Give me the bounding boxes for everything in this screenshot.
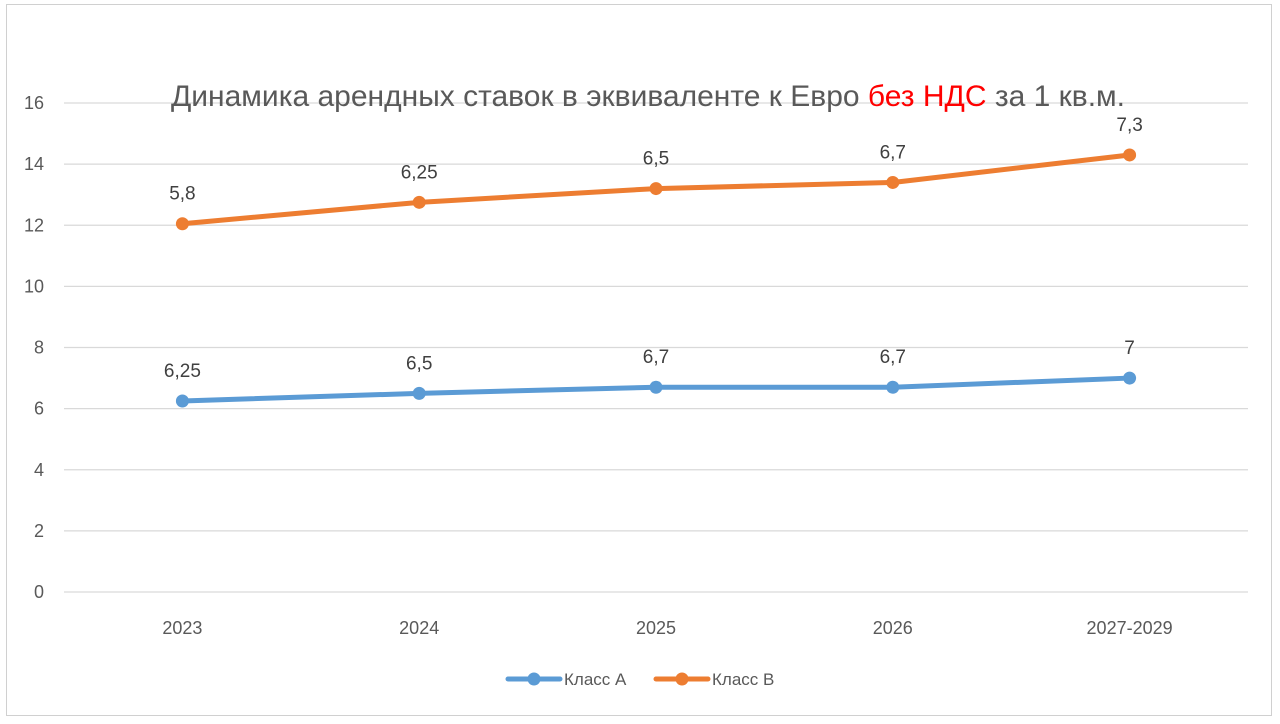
- data-label: 6,7: [880, 347, 906, 368]
- data-point: [886, 175, 900, 189]
- title-segment: без НДС: [868, 80, 987, 113]
- data-label: 7,3: [1116, 115, 1142, 136]
- chart-title: Динамика арендных ставок в эквиваленте к…: [171, 80, 1125, 113]
- data-point: [175, 217, 189, 231]
- y-tick-label: 12: [24, 215, 44, 235]
- y-tick-label: 4: [34, 460, 44, 480]
- legend-label: Класс В: [712, 670, 774, 689]
- legend-swatch-marker: [527, 672, 541, 686]
- x-tick-label: 2026: [873, 618, 913, 638]
- y-tick-label: 14: [24, 154, 44, 174]
- data-label: 5,8: [169, 184, 195, 205]
- y-tick-label: 8: [34, 338, 44, 358]
- data-labels: 6,25 6,5 6,7 6,7 7 5,8 6,25 6,5 6,7 7,3: [164, 115, 1143, 382]
- x-tick-label: 2025: [636, 618, 676, 638]
- y-tick-label: 16: [24, 93, 44, 113]
- series-lines: [175, 148, 1137, 408]
- y-axis-ticks: 0 2 4 6 8 10 12 14 16: [24, 93, 44, 602]
- data-label: 6,25: [401, 162, 438, 183]
- data-label: 7: [1124, 338, 1135, 359]
- chart-frame: [6, 4, 1272, 716]
- legend: Класс А Класс В: [505, 670, 774, 689]
- data-label: 6,7: [880, 142, 906, 163]
- gridlines: [64, 102, 1248, 593]
- legend-swatch-marker: [675, 672, 689, 686]
- data-label: 6,5: [643, 149, 669, 170]
- data-point: [649, 182, 663, 196]
- title-segment: за 1 кв.м.: [987, 80, 1126, 113]
- data-label: 6,7: [643, 347, 669, 368]
- data-point: [1123, 148, 1137, 162]
- legend-label: Класс А: [564, 670, 627, 689]
- x-tick-label: 2024: [399, 618, 439, 638]
- data-point: [649, 380, 663, 394]
- data-point: [412, 195, 426, 209]
- data-label: 6,5: [406, 353, 432, 374]
- data-point: [412, 386, 426, 400]
- x-tick-label: 2027-2029: [1087, 618, 1173, 638]
- x-tick-label: 2023: [162, 618, 202, 638]
- y-tick-label: 0: [34, 582, 44, 602]
- data-point: [175, 394, 189, 408]
- y-tick-label: 10: [24, 276, 44, 296]
- data-point: [1123, 371, 1137, 385]
- data-point: [886, 380, 900, 394]
- title-segment: Динамика арендных ставок в эквиваленте к…: [171, 80, 868, 113]
- y-tick-label: 2: [34, 521, 44, 541]
- y-tick-label: 6: [34, 399, 44, 419]
- x-axis-ticks: 2023 2024 2025 2026 2027-2029: [162, 618, 1172, 638]
- data-label: 6,25: [164, 361, 201, 382]
